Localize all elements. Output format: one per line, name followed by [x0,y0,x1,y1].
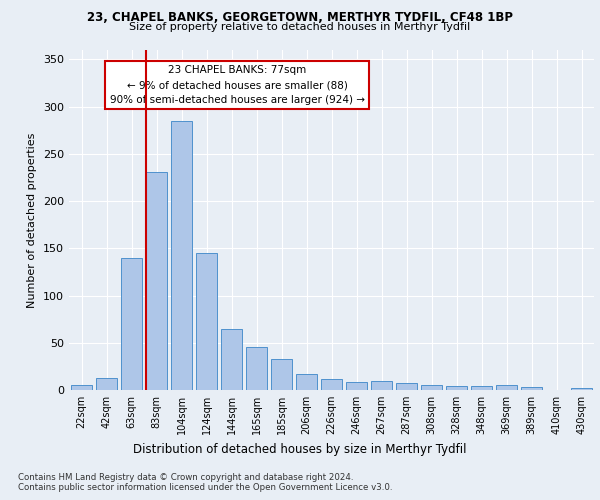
Bar [221,328,242,390]
Text: Size of property relative to detached houses in Merthyr Tydfil: Size of property relative to detached ho… [130,22,470,32]
Bar [446,386,467,390]
Bar [296,374,317,390]
Bar [421,386,442,390]
Bar [396,384,417,390]
Bar [146,172,167,390]
Bar [171,121,192,390]
Bar [346,382,367,390]
Bar [71,386,92,390]
Bar [121,258,142,390]
Bar [521,387,542,390]
Bar [96,378,117,390]
Y-axis label: Number of detached properties: Number of detached properties [28,132,37,308]
Bar [196,253,217,390]
Bar [571,388,592,390]
Bar [371,380,392,390]
Text: Distribution of detached houses by size in Merthyr Tydfil: Distribution of detached houses by size … [133,442,467,456]
Text: Contains public sector information licensed under the Open Government Licence v3: Contains public sector information licen… [18,484,392,492]
Bar [271,359,292,390]
Bar [321,378,342,390]
Bar [471,386,492,390]
Text: 23, CHAPEL BANKS, GEORGETOWN, MERTHYR TYDFIL, CF48 1BP: 23, CHAPEL BANKS, GEORGETOWN, MERTHYR TY… [87,11,513,24]
Text: Contains HM Land Registry data © Crown copyright and database right 2024.: Contains HM Land Registry data © Crown c… [18,472,353,482]
Text: 23 CHAPEL BANKS: 77sqm
← 9% of detached houses are smaller (88)
90% of semi-deta: 23 CHAPEL BANKS: 77sqm ← 9% of detached … [110,66,365,105]
Bar [246,346,267,390]
Bar [496,386,517,390]
